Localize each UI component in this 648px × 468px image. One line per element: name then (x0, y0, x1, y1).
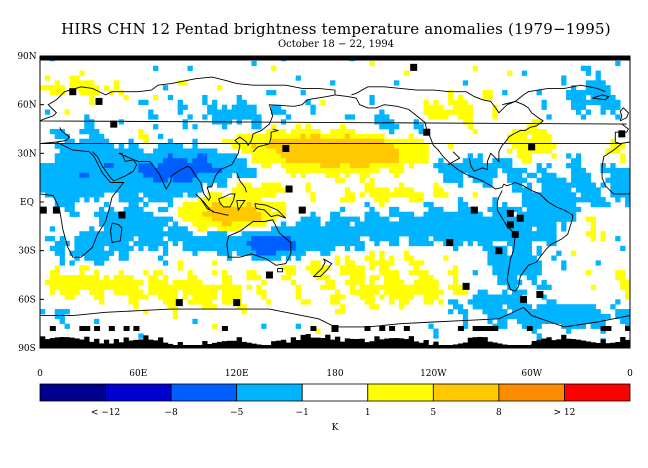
lon-label: 180 (326, 369, 343, 379)
colorbar-swatch (498, 383, 565, 402)
colorbar-unit: K (332, 423, 339, 433)
colorbar-label: −5 (230, 408, 244, 418)
colorbar-label: −1 (296, 408, 309, 418)
colorbar-label: 5 (430, 408, 436, 418)
colorbar-swatch (170, 383, 238, 402)
colorbar-label: −8 (164, 408, 178, 418)
lon-label: 120E (225, 369, 249, 379)
coastlines (40, 76, 630, 328)
lon-label: 60W (521, 369, 542, 379)
lon-label: 60E (129, 369, 147, 379)
colorbar-swatch (432, 383, 500, 402)
lat-label: 30N (17, 149, 36, 159)
colorbar-swatch (39, 383, 106, 402)
lon-label: 120W (420, 369, 447, 379)
colorbar-swatch (301, 383, 369, 402)
map-axes: 90N 60N 30N EQ 30S 60S 90S 0 60E 120E 180 120W 60W 0 (17, 52, 633, 379)
colorbar-swatch (236, 383, 303, 402)
lat-label: 30S (18, 247, 36, 257)
lat-label: 90S (18, 344, 36, 354)
lat-label: 60N (17, 101, 36, 111)
colorbar-label: 8 (496, 408, 502, 418)
colorbar-label: > 12 (553, 408, 575, 418)
colorbar-swatch (367, 383, 434, 402)
lat-label: 60S (18, 295, 36, 305)
lat-label: EQ (20, 198, 34, 208)
colorbar-swatch (105, 383, 172, 402)
lon-label: 0 (627, 369, 633, 379)
lat-label: 90N (17, 52, 36, 62)
colorbar-swatch (564, 383, 631, 402)
lon-label: 0 (37, 369, 43, 379)
map-subtitle: October 18 − 22, 1994 (277, 39, 395, 50)
colorbar-label: 1 (365, 408, 371, 418)
map-plot-area (40, 56, 630, 348)
colorbar: < −12 −8 −5 −1 1 5 8 > 12 K (39, 383, 631, 433)
colorbar-label: < −12 (91, 408, 120, 418)
map-title: HIRS CHN 12 Pentad brightness temperatur… (61, 20, 611, 38)
